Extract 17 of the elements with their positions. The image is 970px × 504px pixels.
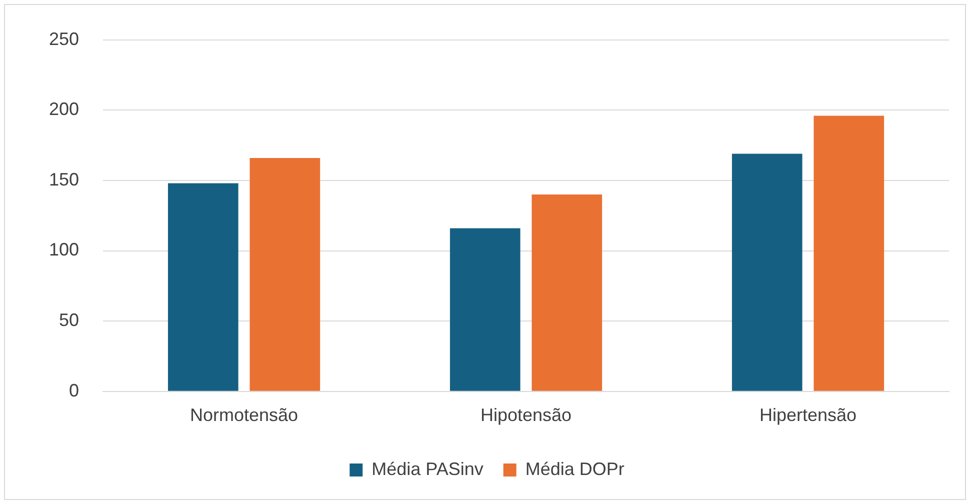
- y-tick-label: 150: [48, 169, 80, 190]
- bar: [168, 183, 238, 391]
- y-tick-label: 0: [69, 380, 80, 400]
- bar: [250, 158, 320, 391]
- x-tick-label: Hipertensão: [759, 405, 857, 426]
- y-tick-label: 100: [48, 240, 80, 260]
- x-tick-label: Hipotensão: [480, 405, 572, 426]
- bar: [450, 228, 520, 391]
- legend-label: Média DOPr: [525, 458, 624, 479]
- y-tick-label: 250: [48, 28, 80, 49]
- bar: [732, 154, 802, 391]
- bar: [814, 116, 884, 391]
- y-tick-label: 50: [59, 310, 80, 330]
- legend-label: Média PASinv: [372, 458, 484, 479]
- y-tick-label: 200: [48, 99, 80, 120]
- bar: [532, 194, 602, 391]
- x-tick-label: Normotensão: [190, 405, 298, 426]
